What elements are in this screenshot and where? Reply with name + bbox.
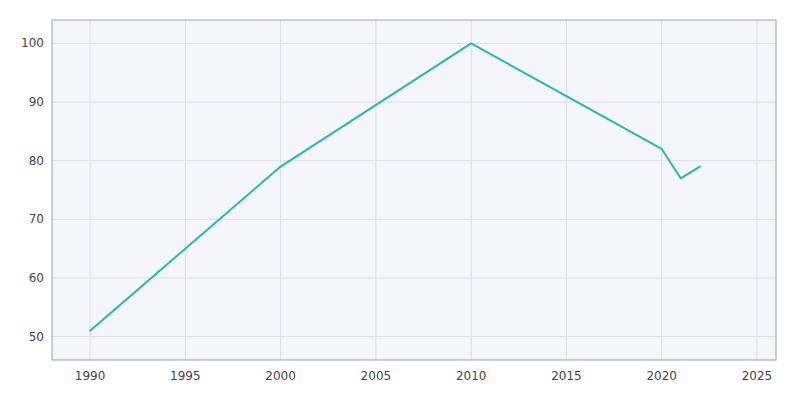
y-grid-line xyxy=(52,160,776,161)
x-tick-label: 2005 xyxy=(361,369,392,383)
x-tick-label: 2010 xyxy=(456,369,487,383)
y-tick-label: 50 xyxy=(29,330,44,344)
series xyxy=(90,43,700,330)
y-grid-line xyxy=(52,43,776,44)
y-grid-line xyxy=(52,336,776,337)
y-grid-line xyxy=(52,277,776,278)
y-tick-label: 100 xyxy=(21,36,44,50)
x-grid-line xyxy=(756,20,757,360)
y-tick-label: 60 xyxy=(29,271,44,285)
chart-container: 1990 1995 2000 2005 2010 2015 2020 2025 50 60 70 80… xyxy=(0,0,800,400)
x-tick-label: 1995 xyxy=(170,369,201,383)
tick-labels: 1990 1995 2000 2005 2010 2015 2020 2025 50 60 70 80… xyxy=(21,36,772,383)
x-tick-label: 2020 xyxy=(646,369,677,383)
x-grid-line xyxy=(661,20,662,360)
x-grid-line xyxy=(471,20,472,360)
grid xyxy=(52,20,776,360)
y-tick-label: 90 xyxy=(29,95,44,109)
x-tick-label: 2000 xyxy=(265,369,296,383)
plot-background xyxy=(52,20,776,360)
x-grid-line xyxy=(375,20,376,360)
x-grid-line xyxy=(90,20,91,360)
y-grid-line xyxy=(52,102,776,103)
x-grid-line xyxy=(280,20,281,360)
x-tick-label: 1990 xyxy=(75,369,106,383)
x-tick-label: 2015 xyxy=(551,369,582,383)
y-tick-label: 80 xyxy=(29,154,44,168)
x-grid-line xyxy=(185,20,186,360)
x-grid-line xyxy=(566,20,567,360)
chart: 1990 1995 2000 2005 2010 2015 2020 2025 50 60 70 80… xyxy=(0,0,800,400)
x-tick-label: 2025 xyxy=(742,369,773,383)
y-grid-line xyxy=(52,219,776,220)
plot-frame xyxy=(52,20,776,360)
line xyxy=(90,43,700,330)
y-tick-label: 70 xyxy=(29,212,44,226)
